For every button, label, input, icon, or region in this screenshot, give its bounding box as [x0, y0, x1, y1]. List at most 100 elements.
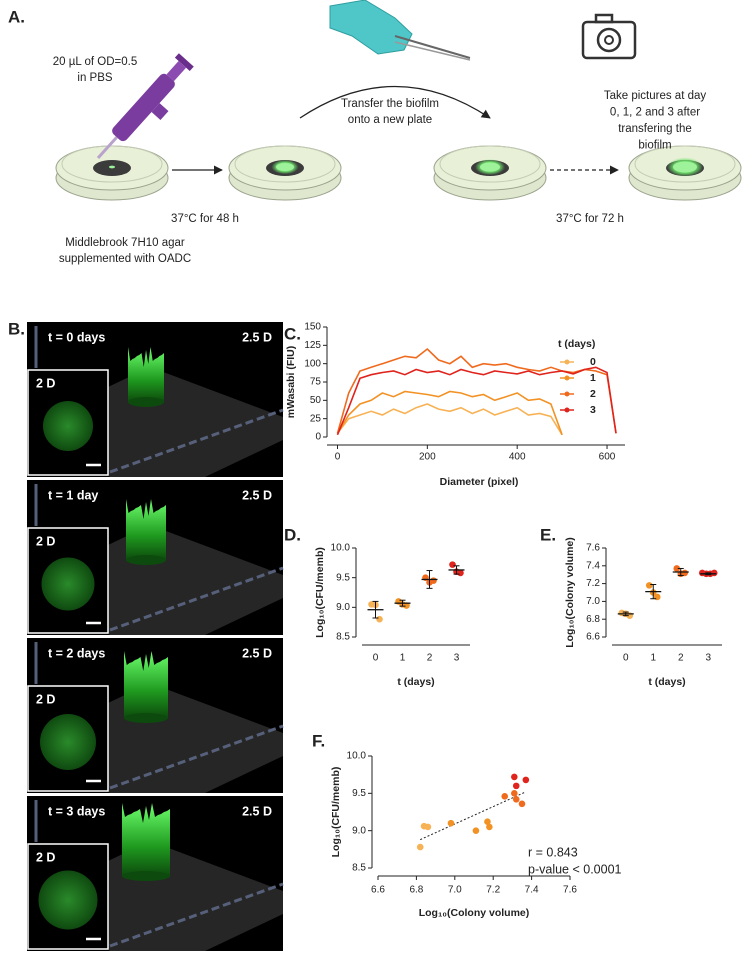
- data-point: [501, 793, 509, 800]
- y-tick-label: 25: [310, 413, 322, 424]
- x-tick-label: 3: [705, 653, 711, 664]
- data-point: [512, 796, 520, 803]
- floor-edge: [109, 724, 284, 790]
- y-tick-label: 150: [304, 322, 321, 333]
- x-tick-label: 6.8: [409, 885, 423, 896]
- label: 37°C for 48 h: [171, 213, 239, 225]
- trend-line: [420, 791, 527, 841]
- label: Take pictures at day: [604, 90, 707, 102]
- view-label: 2 D: [36, 850, 55, 864]
- legend-label: 3: [590, 404, 596, 416]
- label: Transfer the biofilm: [341, 98, 439, 110]
- pipette-top: [166, 61, 187, 82]
- dish-rim: [234, 145, 336, 183]
- data-point: [484, 818, 491, 826]
- column-base: [128, 397, 164, 407]
- series-line: [336, 390, 563, 436]
- x-tick-label: 1: [650, 653, 656, 664]
- x-tick-label: 200: [419, 452, 436, 463]
- label: biofilm: [638, 140, 671, 152]
- data-point: [681, 569, 689, 577]
- time-label: t = 3 days: [48, 804, 105, 818]
- x-tick-label: 7.6: [563, 885, 577, 896]
- x-tick-label: 3: [454, 653, 460, 664]
- pipette-grip: [151, 103, 169, 121]
- time-label: t = 1 day: [48, 488, 98, 502]
- glove: [329, 0, 413, 55]
- data-point: [376, 615, 383, 623]
- data-point: [447, 819, 455, 827]
- legend-label: 1: [590, 372, 596, 384]
- panel-label: B.: [8, 319, 25, 338]
- view-label: 2.5 D: [242, 488, 272, 502]
- y-tick-label: 9.0: [336, 602, 350, 613]
- panel-label: A.: [8, 7, 25, 26]
- x-tick-label: 6.6: [371, 885, 385, 896]
- data-point: [522, 776, 530, 784]
- data-point: [449, 561, 456, 568]
- pipette-button: [174, 53, 194, 72]
- data-point: [424, 823, 432, 831]
- y-axis-title: mWasabi (FIU): [285, 346, 297, 419]
- data-point: [457, 569, 464, 577]
- y-tick-label: 6.8: [586, 614, 600, 625]
- x-tick-label: 2: [678, 653, 684, 664]
- camera-lens-inner: [604, 35, 614, 45]
- dish-rim: [634, 145, 736, 183]
- y-tick-label: 8.5: [352, 863, 366, 874]
- y-tick-label: 7.2: [586, 578, 600, 589]
- x-tick-label: 400: [509, 452, 526, 463]
- data-point: [472, 827, 480, 834]
- legend-label: 0: [590, 356, 596, 368]
- camera-lens: [596, 27, 622, 53]
- column-base: [122, 871, 170, 881]
- y-axis-title: Log₁₀(CFU/memb): [314, 547, 326, 638]
- colony: [109, 165, 115, 169]
- x-axis-title: Diameter (pixel): [440, 476, 519, 488]
- y-tick-label: 8.5: [336, 632, 350, 643]
- column-base: [124, 713, 168, 723]
- time-label: t = 2 days: [48, 646, 105, 660]
- y-tick-label: 6.6: [586, 632, 600, 643]
- colony-2d: [38, 870, 98, 930]
- label: supplemented with OADC: [59, 253, 191, 265]
- biofilm-column: [128, 347, 164, 402]
- biofilm-column: [126, 499, 166, 560]
- pipette: [96, 53, 194, 160]
- data-point: [416, 843, 424, 851]
- panel-label: E.: [540, 525, 556, 544]
- colony-2d: [40, 714, 96, 770]
- y-tick-label: 7.4: [586, 560, 600, 571]
- camera-body: [581, 20, 637, 60]
- x-tick-label: 1: [400, 653, 406, 664]
- y-tick-label: 10.0: [331, 543, 351, 554]
- data-point: [710, 569, 718, 577]
- floor-edge: [109, 882, 284, 948]
- data-point: [518, 800, 526, 808]
- view-label: 2 D: [36, 376, 55, 390]
- x-tick-label: 7.0: [448, 885, 462, 896]
- legend-title: t (days): [558, 338, 595, 350]
- pipette-tip: [96, 136, 118, 160]
- floor-edge: [109, 566, 284, 632]
- series-line: [336, 366, 617, 436]
- y-tick-label: 7.6: [586, 543, 600, 554]
- label: 37°C for 72 h: [556, 213, 624, 225]
- legend-marker: [564, 407, 570, 413]
- data-point: [673, 565, 681, 572]
- colony: [276, 162, 294, 172]
- y-tick-label: 9.0: [352, 825, 366, 836]
- data-point: [511, 790, 518, 797]
- floor-edge: [109, 408, 284, 474]
- dish-rim: [61, 145, 163, 183]
- x-tick-label: 0: [623, 653, 629, 664]
- arrow-curved: [299, 85, 491, 119]
- data-point: [511, 773, 518, 781]
- y-tick-label: 0: [315, 432, 321, 443]
- time-label: t = 0 days: [48, 330, 105, 344]
- label: transfering the: [618, 123, 692, 135]
- view-label: 2 D: [36, 534, 55, 548]
- label: in PBS: [77, 72, 112, 84]
- x-tick-label: 7.4: [525, 885, 539, 896]
- view-label: 2.5 D: [242, 804, 272, 818]
